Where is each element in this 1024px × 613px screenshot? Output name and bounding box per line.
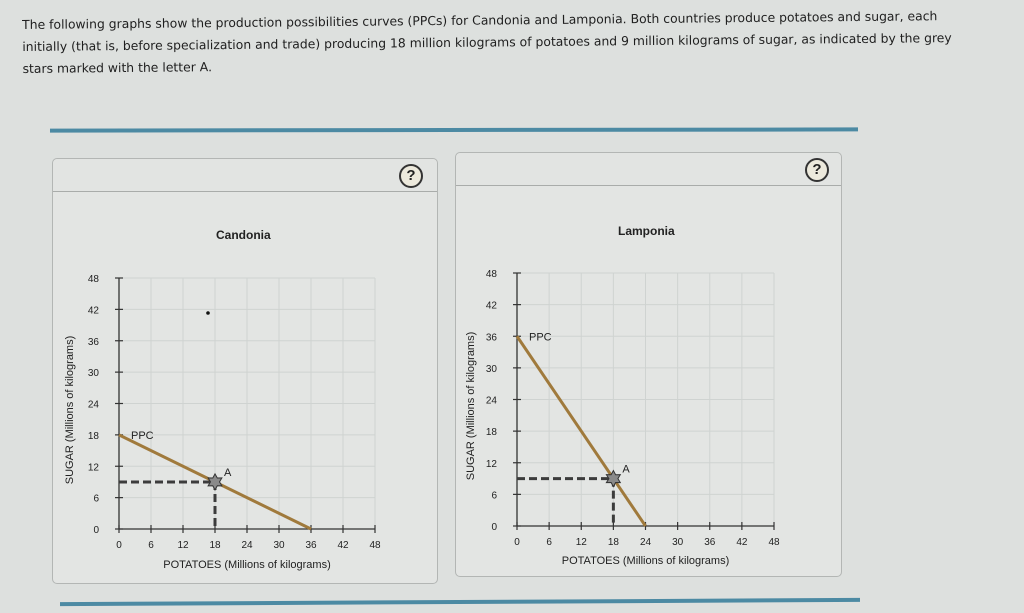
candonia-chart: 0 6 12 18 24 30 36 42 48 0 6 12 18 24 30 36 42 48 POTATOES… xyxy=(64,274,381,571)
lamponia-chart-title: Lamponia xyxy=(618,224,675,238)
y-tick-label: 42 xyxy=(486,301,498,312)
x-tick-label: 6 xyxy=(148,540,154,551)
x-tick-label: 30 xyxy=(672,537,684,548)
y-tick-label: 6 xyxy=(93,494,99,505)
x-tick-label: 48 xyxy=(369,540,381,551)
y-tick-label: 0 xyxy=(93,525,99,536)
x-tick-label: 30 xyxy=(273,540,285,551)
x-tick-label: 24 xyxy=(640,537,652,548)
ppc-label: PPC xyxy=(131,430,154,442)
y-tick-label: 36 xyxy=(88,337,100,348)
y-tick-label: 18 xyxy=(88,431,100,442)
x-tick-label: 36 xyxy=(305,540,317,551)
x-axis-label: POTATOES (Millions of kilograms) xyxy=(163,559,330,571)
lamponia-chart: 0 6 12 18 24 30 36 42 48 0 6 12 18 24 30 36 42 48 POTATOES… xyxy=(465,269,780,567)
x-tick-label: 12 xyxy=(177,540,189,551)
y-axis-label: SUGAR (Millions of kilograms) xyxy=(64,336,76,485)
star-icon xyxy=(207,472,223,491)
point-label: A xyxy=(224,467,232,479)
x-tick-label: 24 xyxy=(241,540,253,551)
x-tick-label: 6 xyxy=(546,537,552,548)
y-tick-label: 48 xyxy=(88,274,100,285)
lamponia-panel: ? Lamponia xyxy=(455,152,842,577)
y-tick-label: 18 xyxy=(486,427,498,438)
x-tick-label: 18 xyxy=(608,537,620,548)
y-tick-label: 6 xyxy=(491,490,497,501)
y-tick-label: 48 xyxy=(486,269,498,280)
lamponia-help-button[interactable]: ? xyxy=(805,158,829,182)
y-tick-label: 42 xyxy=(88,305,100,316)
ppc-line xyxy=(515,335,647,527)
x-tick-label: 18 xyxy=(209,540,221,551)
y-tick-label: 24 xyxy=(88,400,100,411)
y-tick-label: 24 xyxy=(486,396,498,407)
y-axis-label: SUGAR (Millions of kilograms) xyxy=(465,332,477,481)
ppc-label: PPC xyxy=(529,331,552,343)
candonia-panel: ? Candonia xyxy=(52,158,438,584)
candonia-chart-title: Candonia xyxy=(216,228,271,242)
x-tick-label: 48 xyxy=(768,537,780,548)
x-tick-label: 12 xyxy=(576,537,588,548)
x-tick-label: 0 xyxy=(514,537,520,548)
y-tick-label: 30 xyxy=(486,364,498,375)
candonia-panel-header xyxy=(53,159,437,192)
y-tick-label: 0 xyxy=(491,522,497,533)
x-tick-label: 36 xyxy=(704,537,716,548)
y-tick-label: 12 xyxy=(88,462,100,473)
x-tick-label: 42 xyxy=(736,537,748,548)
x-tick-label: 42 xyxy=(337,540,349,551)
candonia-help-button[interactable]: ? xyxy=(399,164,423,188)
star-icon xyxy=(605,469,622,488)
y-tick-label: 36 xyxy=(486,332,498,343)
lamponia-panel-header xyxy=(456,153,841,186)
stray-point xyxy=(206,311,210,315)
x-axis-label: POTATOES (Millions of kilograms) xyxy=(562,555,729,567)
x-tick-label: 0 xyxy=(116,540,122,551)
point-label: A xyxy=(622,464,630,476)
y-tick-label: 30 xyxy=(88,368,100,379)
y-tick-label: 12 xyxy=(486,459,498,470)
